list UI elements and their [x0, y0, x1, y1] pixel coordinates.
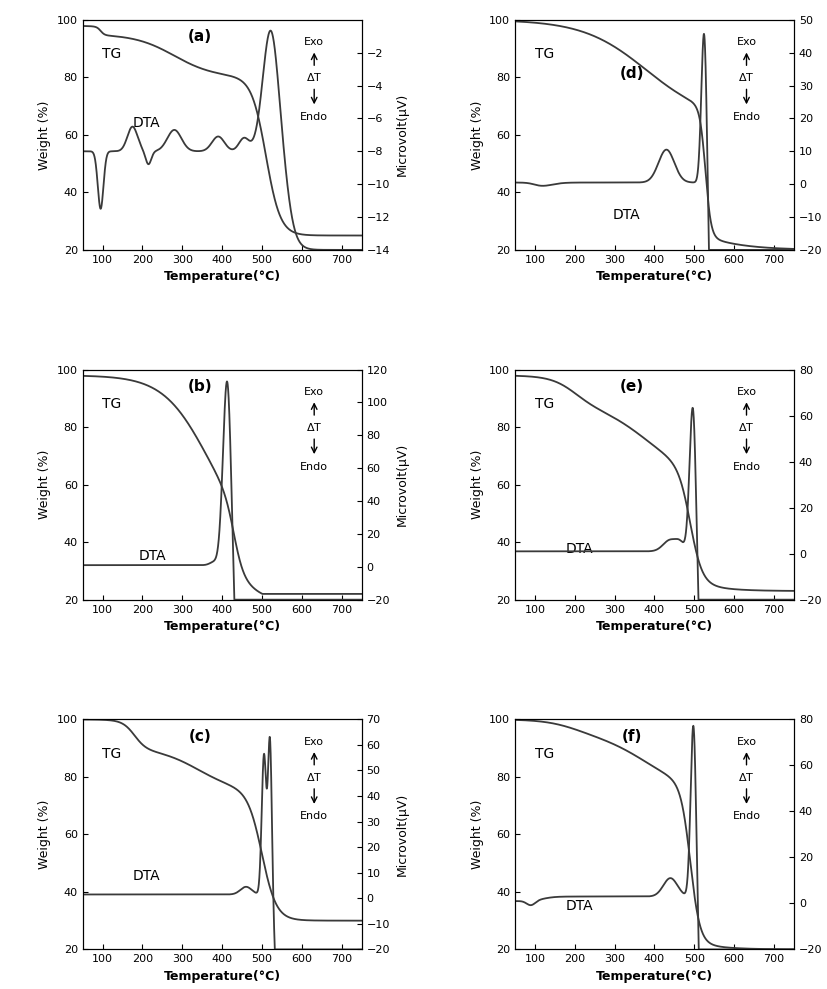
X-axis label: Temperature(°C): Temperature(°C) — [596, 270, 713, 283]
Text: TG: TG — [103, 398, 122, 411]
Text: DTA: DTA — [613, 209, 640, 223]
Y-axis label: Microvolt(μV): Microvolt(μV) — [395, 443, 409, 526]
Text: Exo: Exo — [304, 38, 324, 47]
Y-axis label: Weight (%): Weight (%) — [471, 800, 484, 869]
Text: DTA: DTA — [133, 869, 160, 883]
Text: (a): (a) — [188, 29, 212, 44]
Text: (e): (e) — [620, 379, 644, 394]
Text: DTA: DTA — [133, 117, 160, 131]
Text: (c): (c) — [189, 729, 211, 744]
Text: Endo: Endo — [733, 112, 761, 122]
Text: Exo: Exo — [737, 38, 757, 47]
Text: $\Delta$T: $\Delta$T — [306, 421, 323, 433]
Y-axis label: Weight (%): Weight (%) — [38, 800, 51, 869]
Y-axis label: Weight (%): Weight (%) — [38, 450, 51, 519]
Text: Exo: Exo — [737, 737, 757, 747]
Text: TG: TG — [534, 747, 554, 761]
Text: $\Delta$T: $\Delta$T — [739, 770, 755, 783]
Text: (d): (d) — [620, 66, 644, 81]
Text: Exo: Exo — [304, 737, 324, 747]
Text: TG: TG — [534, 398, 554, 411]
Text: Endo: Endo — [733, 811, 761, 822]
Text: DTA: DTA — [565, 899, 593, 913]
Text: Exo: Exo — [737, 387, 757, 398]
Text: TG: TG — [103, 747, 122, 761]
Text: DTA: DTA — [565, 542, 593, 556]
Text: Endo: Endo — [733, 462, 761, 472]
Y-axis label: Weight (%): Weight (%) — [38, 100, 51, 169]
Text: DTA: DTA — [138, 549, 166, 563]
Text: $\Delta$T: $\Delta$T — [306, 770, 323, 783]
Y-axis label: Weight (%): Weight (%) — [471, 100, 484, 169]
Text: $\Delta$T: $\Delta$T — [306, 71, 323, 83]
Y-axis label: Microvolt(μV): Microvolt(μV) — [395, 793, 409, 876]
X-axis label: Temperature(°C): Temperature(°C) — [596, 970, 713, 983]
Text: $\Delta$T: $\Delta$T — [739, 421, 755, 433]
Text: (f): (f) — [622, 729, 643, 744]
Text: TG: TG — [534, 47, 554, 61]
Text: TG: TG — [103, 47, 122, 61]
Text: Endo: Endo — [300, 112, 328, 122]
Text: Endo: Endo — [300, 462, 328, 472]
Y-axis label: Microvolt(μV): Microvolt(μV) — [395, 93, 409, 176]
Text: $\Delta$T: $\Delta$T — [739, 71, 755, 83]
Text: Exo: Exo — [304, 387, 324, 398]
X-axis label: Temperature(°C): Temperature(°C) — [164, 620, 280, 633]
X-axis label: Temperature(°C): Temperature(°C) — [164, 270, 280, 283]
Text: (b): (b) — [188, 379, 213, 394]
Text: Endo: Endo — [300, 811, 328, 822]
X-axis label: Temperature(°C): Temperature(°C) — [164, 970, 280, 983]
Y-axis label: Weight (%): Weight (%) — [471, 450, 484, 519]
X-axis label: Temperature(°C): Temperature(°C) — [596, 620, 713, 633]
